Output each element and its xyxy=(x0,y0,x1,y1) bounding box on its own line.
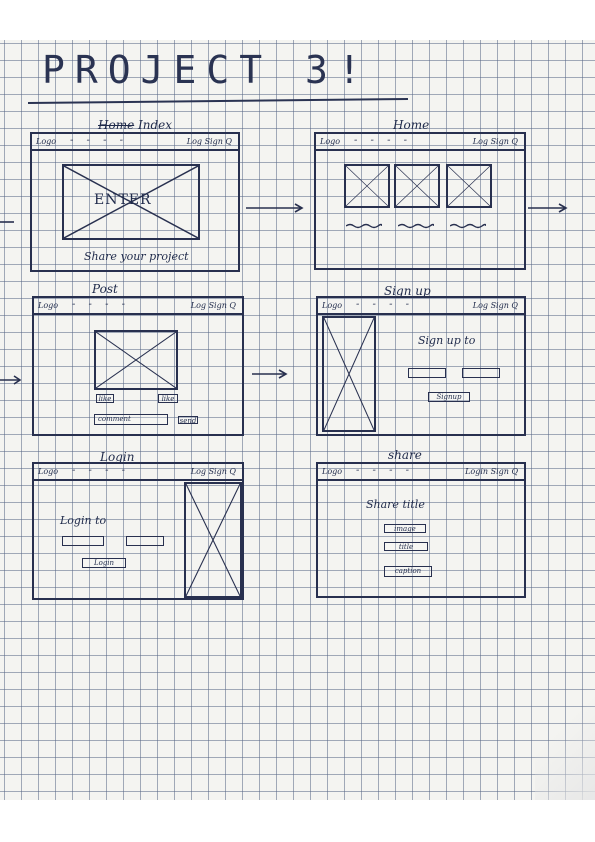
page-title: PROJECT 3! xyxy=(42,48,371,92)
nav-links: - - - - xyxy=(72,465,131,476)
index-frame-label: Home Index xyxy=(98,118,172,132)
login-heading: Login to xyxy=(60,514,107,527)
share-wireframe: Logo - - - - Login Sign Q Share title im… xyxy=(316,462,526,598)
post-like-button[interactable]: like xyxy=(158,394,178,403)
nav-logo: Logo xyxy=(38,301,59,310)
share-heading: Share title xyxy=(366,498,425,511)
index-caption: Share your project xyxy=(84,250,189,263)
home-frame-label: Home xyxy=(393,118,430,132)
home-card-caption-3 xyxy=(449,214,487,229)
home-card-image-3 xyxy=(446,164,492,208)
nav-links: - - - - xyxy=(354,135,413,146)
home-card-image-1 xyxy=(344,164,390,208)
login-frame-label: Login xyxy=(100,450,135,464)
signup-username-input[interactable] xyxy=(408,368,446,378)
home-card-image-2 xyxy=(394,164,440,208)
login-username-input[interactable] xyxy=(62,536,104,546)
login-password-input[interactable] xyxy=(126,536,164,546)
nav-links: - - - - xyxy=(356,465,415,476)
nav-auth-search: Log Sign Q xyxy=(472,137,518,146)
login-side-image-placeholder xyxy=(184,482,242,598)
post-image-placeholder xyxy=(94,330,178,390)
nav-links: - - - - xyxy=(72,299,131,310)
index-enter-text: ENTER xyxy=(94,192,152,208)
signup-button[interactable]: Signup xyxy=(428,392,470,402)
arrow-post-to-signup xyxy=(252,364,288,379)
signup-wireframe: Logo - - - - Log Sign Q Sign up to Signu… xyxy=(316,296,526,436)
share-title-input[interactable]: title xyxy=(384,542,428,551)
login-wireframe: Logo - - - - Log Sign Q Login to Login xyxy=(32,462,244,600)
home-navbar: Logo - - - - Log Sign Q xyxy=(316,134,524,151)
post-send-button[interactable]: send xyxy=(178,416,198,425)
post-wireframe: Logo - - - - Log Sign Q like like commen… xyxy=(32,296,244,436)
index-hero-image-placeholder xyxy=(62,164,200,240)
post-frame-label: Post xyxy=(92,282,118,296)
arrow-left-edge-top xyxy=(0,212,14,223)
signup-navbar: Logo - - - - Log Sign Q xyxy=(318,298,524,315)
nav-auth-search: Log Sign Q xyxy=(186,137,232,146)
post-navbar: Logo - - - - Log Sign Q xyxy=(34,298,242,315)
post-comment-input[interactable]: comment xyxy=(94,414,168,425)
nav-logo: Logo xyxy=(322,467,343,476)
nav-logo: Logo xyxy=(322,301,343,310)
post-left-button[interactable]: like xyxy=(96,394,114,403)
index-label-struck: Home xyxy=(98,118,135,132)
nav-auth-search: Log Sign Q xyxy=(472,301,518,310)
home-card-caption-1 xyxy=(345,214,383,229)
nav-logo: Logo xyxy=(320,137,341,146)
share-navbar: Logo - - - - Login Sign Q xyxy=(318,464,524,481)
arrow-left-edge-mid xyxy=(0,370,22,385)
nav-links: - - - - xyxy=(70,135,129,146)
signup-password-input[interactable] xyxy=(462,368,500,378)
home-card-caption-2 xyxy=(397,214,435,229)
arrow-home-out xyxy=(528,198,568,213)
signup-side-image-placeholder xyxy=(322,316,376,432)
login-navbar: Logo - - - - Log Sign Q xyxy=(34,464,242,481)
arrow-index-to-home xyxy=(246,198,304,213)
share-frame-label: share xyxy=(388,448,422,462)
signup-frame-label: Sign up xyxy=(384,284,431,298)
nav-auth-search: Log Sign Q xyxy=(190,301,236,310)
share-image-input[interactable]: image xyxy=(384,524,426,533)
nav-auth-search: Log Sign Q xyxy=(190,467,236,476)
nav-logo: Logo xyxy=(36,137,57,146)
login-button[interactable]: Login xyxy=(82,558,126,568)
home-wireframe: Logo - - - - Log Sign Q xyxy=(314,132,526,270)
share-caption-button[interactable]: caption xyxy=(384,566,432,577)
grid-paper: PROJECT 3! Home Index Logo - - - - Log S… xyxy=(0,40,595,800)
index-navbar: Logo - - - - Log Sign Q xyxy=(32,134,238,151)
index-label: Index xyxy=(138,118,173,132)
nav-logo: Logo xyxy=(38,467,59,476)
nav-links: - - - - xyxy=(356,299,415,310)
index-wireframe: Logo - - - - Log Sign Q ENTER Share your… xyxy=(30,132,240,272)
title-underline xyxy=(27,98,409,104)
nav-auth-search: Login Sign Q xyxy=(465,467,518,476)
signup-heading: Sign up to xyxy=(418,334,476,347)
